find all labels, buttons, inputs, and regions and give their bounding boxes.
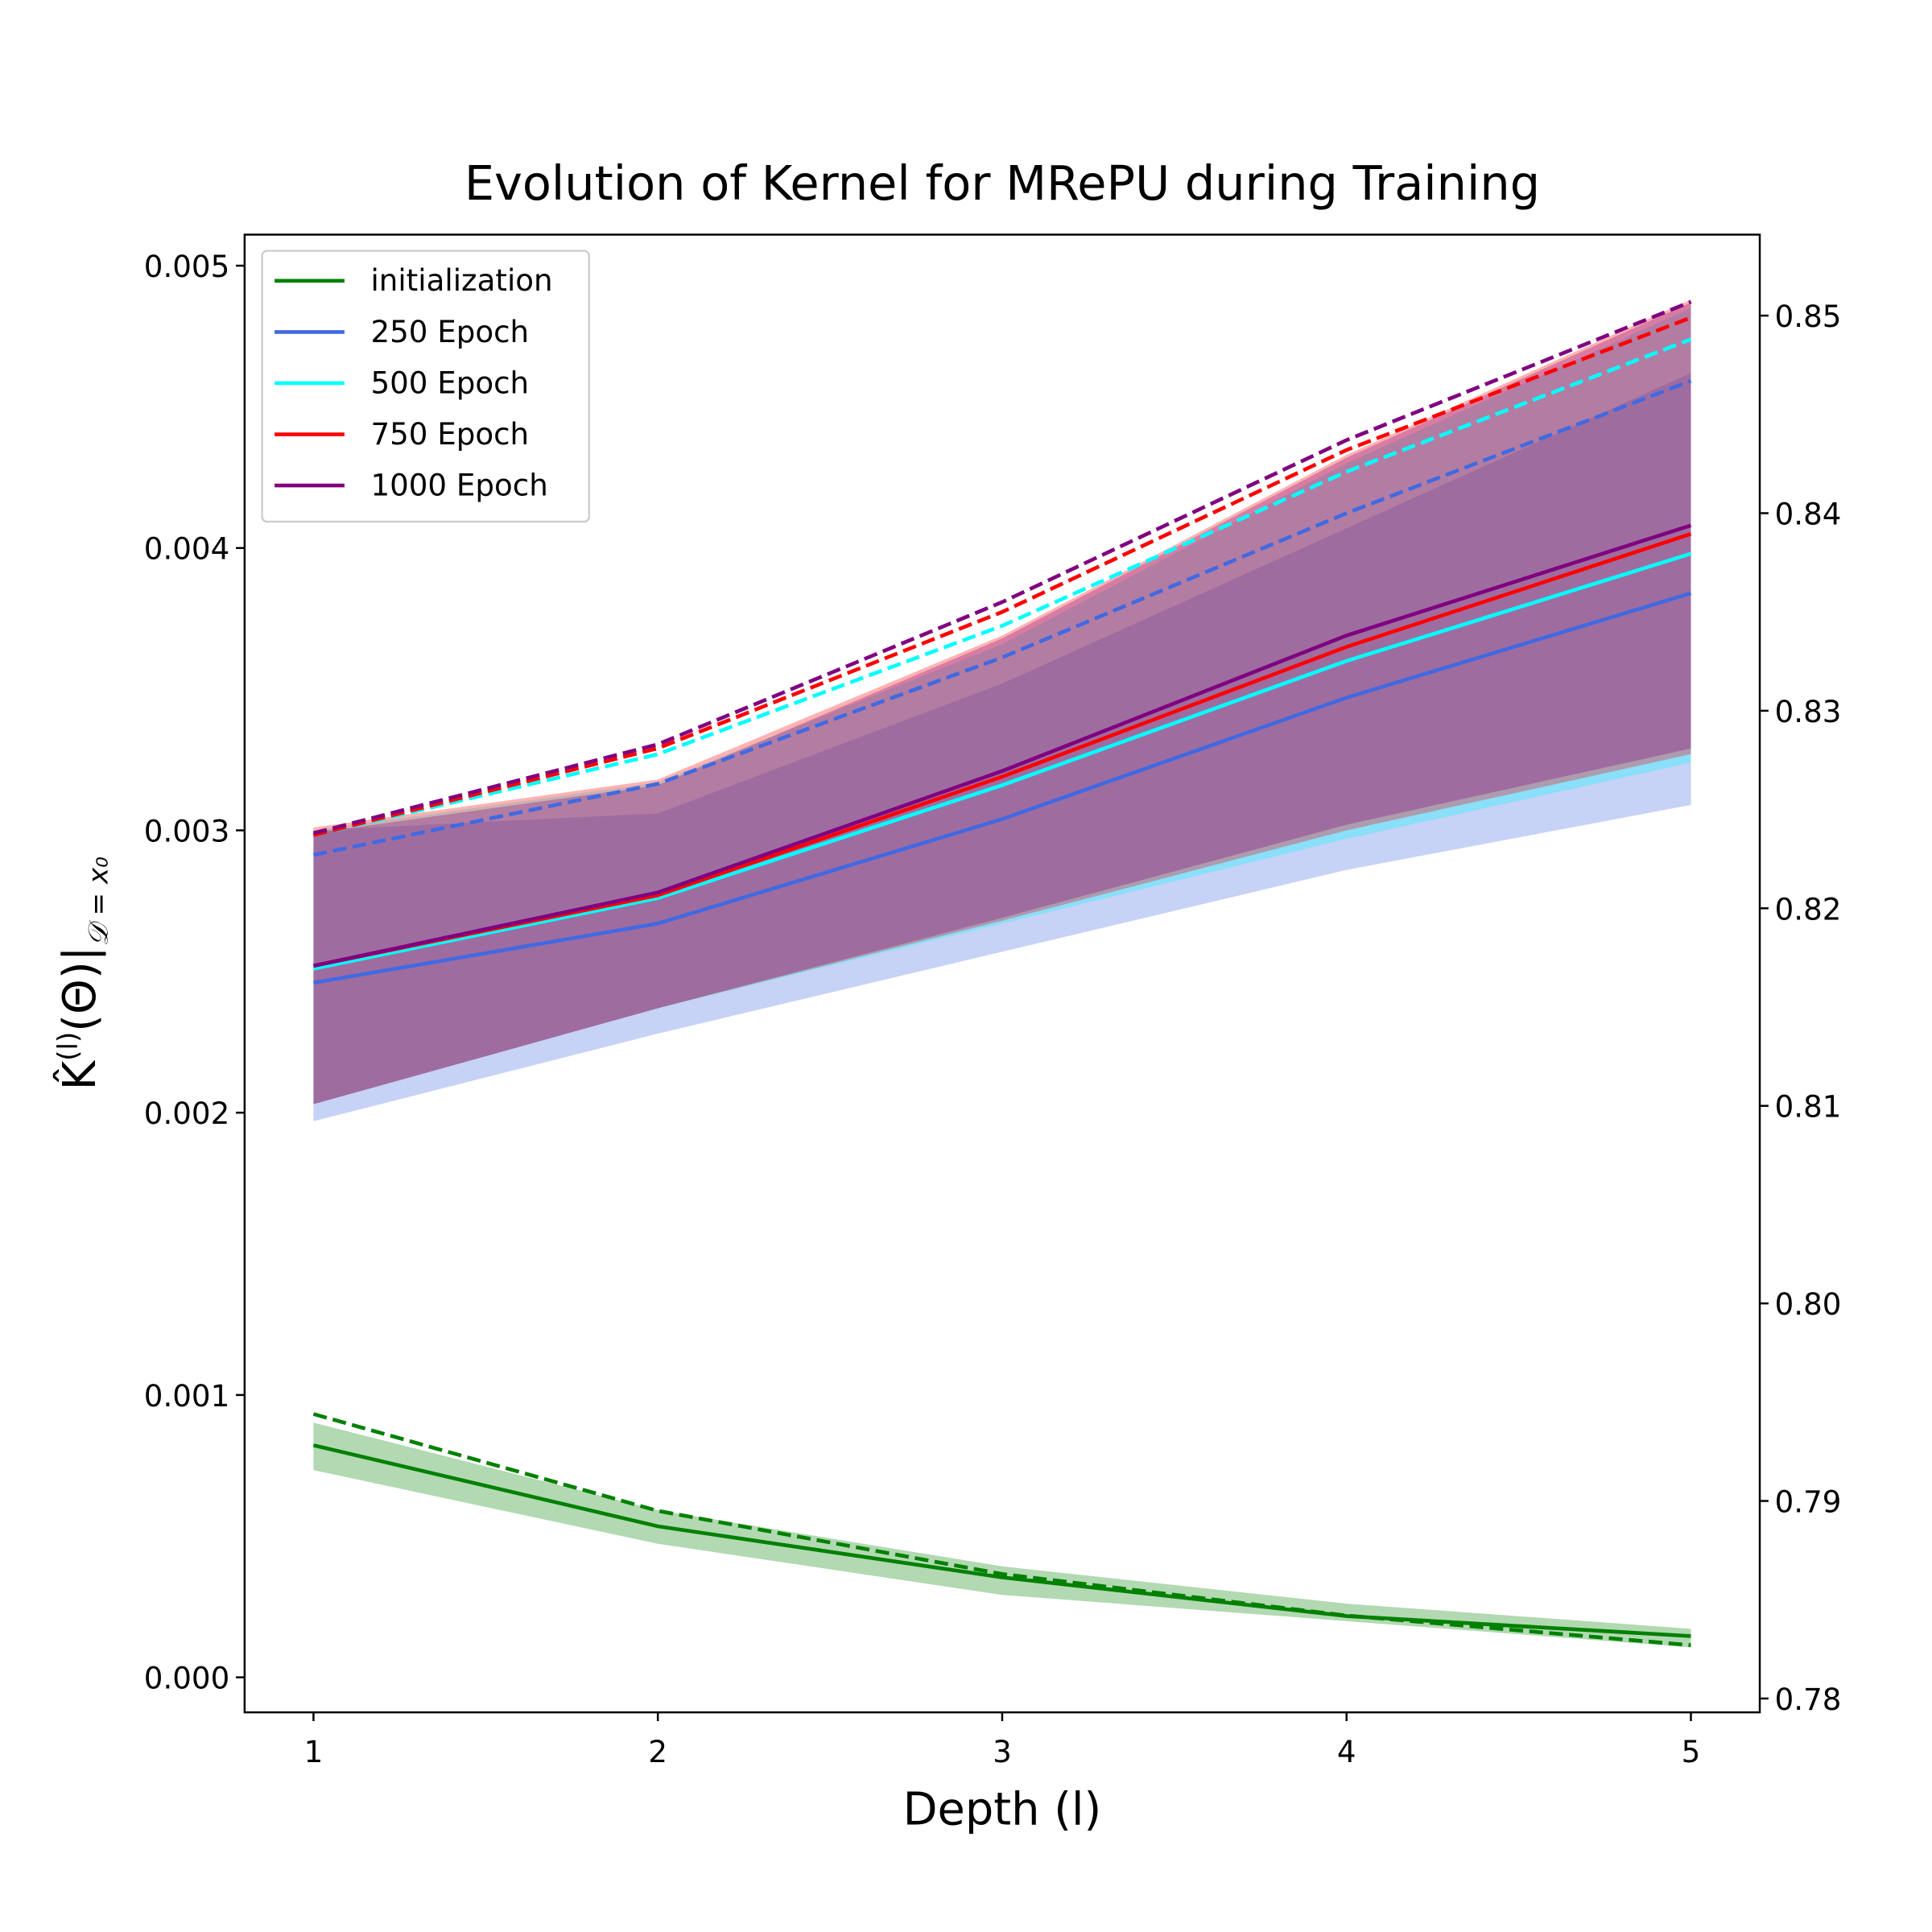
mean-line: [312, 523, 1692, 968]
y-tick-label: 0.000: [144, 1661, 229, 1696]
y2-dashed-line: [312, 337, 1692, 837]
y2-tick-label: 0.80: [1775, 1286, 1842, 1322]
y2-tick-label: 0.81: [1775, 1089, 1842, 1125]
legend: initialization 250 Epoch 500 Epoch 750 Epoc…: [261, 250, 590, 523]
y2-dashed-line: [312, 299, 1692, 836]
y-label-sup: (l): [52, 1032, 85, 1061]
x-axis-label: Depth (l): [903, 1784, 1102, 1836]
y2-tick-label: 0.85: [1775, 299, 1842, 334]
y2-tick-label: 0.82: [1775, 891, 1842, 927]
y-label-base: K̂: [54, 1059, 106, 1090]
x-tick-label: 4: [1337, 1734, 1356, 1769]
mean-line: [312, 551, 1692, 971]
x-tick-label: 3: [993, 1734, 1012, 1769]
mean-line: [313, 591, 1692, 985]
confidence-band: [313, 373, 1691, 1121]
confidence-band: [313, 308, 1691, 1104]
y2-tick-label: 0.78: [1775, 1682, 1842, 1717]
y2-dashed-line: [312, 1412, 1691, 1648]
y-tick-label: 0.002: [144, 1096, 229, 1131]
confidence-band: [313, 299, 1691, 1104]
y-tick-label: 0.001: [144, 1378, 229, 1414]
confidence-band: [313, 1422, 1691, 1648]
y2-tick-label: 0.84: [1775, 496, 1842, 531]
mean-line: [312, 1443, 1691, 1638]
y2-tick-label: 0.83: [1775, 694, 1842, 729]
y2-tick-label: 0.79: [1775, 1484, 1842, 1519]
y-tick-label: 0.003: [144, 813, 229, 848]
legend-label: 500 Epoch: [370, 365, 529, 400]
y-label-sub: 𝒟 = x₀: [82, 857, 114, 947]
chart-title: Evolution of Kernel for MRePU during Tra…: [464, 155, 1540, 211]
legend-label: initialization: [370, 262, 552, 298]
confidence-band: [313, 302, 1691, 1104]
y2-dashed-line: [312, 316, 1692, 837]
legend-label: 1000 Epoch: [370, 468, 547, 503]
x-tick-label: 5: [1682, 1734, 1701, 1769]
y-label-body: (Θ)|: [54, 946, 106, 1031]
x-tick-label: 1: [304, 1734, 324, 1769]
y-axis-label: K̂(l)(Θ)|𝒟 = x₀: [52, 857, 114, 1091]
y-tick-label: 0.004: [144, 531, 229, 567]
legend-box: [261, 250, 590, 523]
legend-label: 250 Epoch: [370, 314, 529, 349]
plot-area: [312, 299, 1692, 1648]
y-tick-label: 0.005: [144, 249, 229, 284]
legend-label: 750 Epoch: [370, 416, 529, 452]
x-tick-label: 2: [648, 1734, 667, 1769]
